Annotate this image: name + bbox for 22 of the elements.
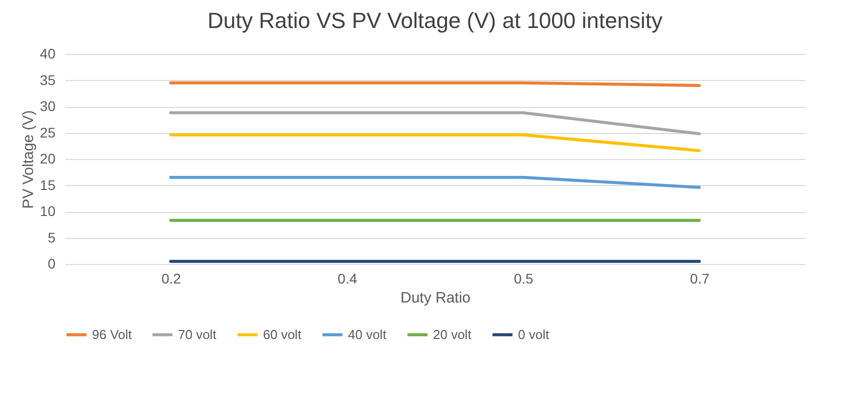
legend-label: 70 volt — [178, 326, 217, 342]
legend-label: 0 volt — [518, 326, 550, 342]
x-tick-label: 0.4 — [338, 270, 358, 286]
x-tick-label: 0.7 — [690, 270, 710, 286]
y-tick-label: 30 — [40, 98, 56, 114]
chart-title: Duty Ratio VS PV Voltage (V) at 1000 intensity — [208, 8, 662, 33]
y-tick-label: 10 — [40, 203, 56, 219]
y-tick-label: 0 — [48, 256, 56, 272]
legend-label: 20 volt — [433, 326, 472, 342]
y-tick-label: 25 — [40, 124, 56, 140]
x-axis-title: Duty Ratio — [400, 290, 471, 306]
y-tick-label: 35 — [40, 72, 56, 88]
x-tick-label: 0.2 — [161, 270, 182, 286]
legend-label: 60 volt — [263, 326, 302, 342]
legend-label: 96 Volt — [92, 326, 132, 342]
y-tick-label: 5 — [48, 229, 56, 246]
y-tick-label: 15 — [40, 176, 56, 193]
x-tick-label: 0.5 — [514, 270, 534, 286]
y-tick-label: 40 — [40, 46, 56, 62]
y-axis-title: PV Voltage (V) — [20, 110, 37, 209]
legend-label: 40 volt — [348, 326, 387, 342]
y-tick-label: 20 — [40, 150, 56, 166]
